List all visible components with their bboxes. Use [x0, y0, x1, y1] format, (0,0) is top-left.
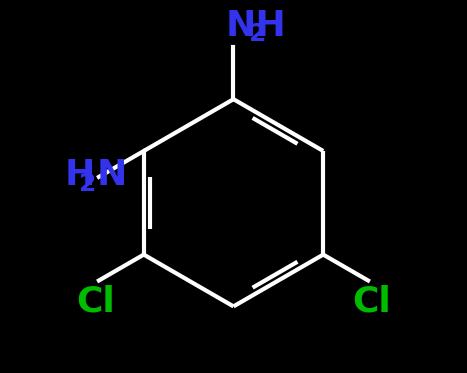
Text: Cl: Cl — [353, 284, 391, 318]
Text: N: N — [97, 158, 127, 192]
Text: 2: 2 — [78, 172, 96, 195]
Text: Cl: Cl — [76, 284, 114, 318]
Text: H: H — [65, 158, 95, 192]
Text: 2: 2 — [249, 22, 266, 46]
Text: NH: NH — [226, 9, 287, 43]
